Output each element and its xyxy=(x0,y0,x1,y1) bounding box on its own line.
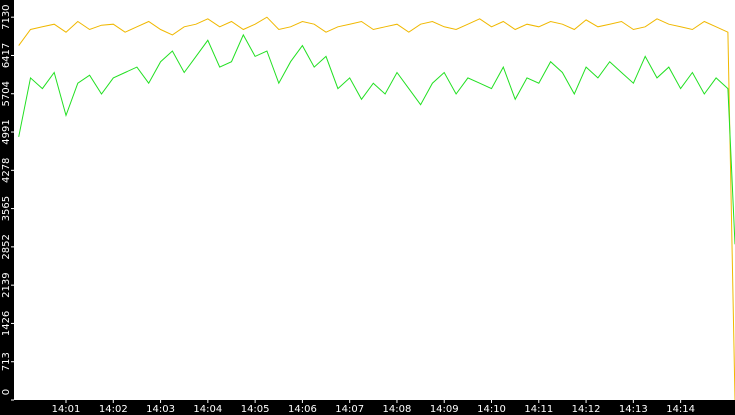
y-tick-label: 713 xyxy=(1,352,12,371)
x-tick-label: 14:05 xyxy=(241,404,270,415)
y-tick-label: 2139 xyxy=(1,272,12,297)
x-tick-label: 14:07 xyxy=(335,404,364,415)
x-tick-label: 14:06 xyxy=(288,404,317,415)
series-line xyxy=(18,33,735,245)
x-tick-label: 14:08 xyxy=(383,404,412,415)
x-tick-label: 14:03 xyxy=(146,404,175,415)
x-tick-label: 14:10 xyxy=(477,404,506,415)
y-tick-label: 7130 xyxy=(1,4,12,29)
x-tick-label: 14:01 xyxy=(52,404,81,415)
x-tick-label: 14:14 xyxy=(666,404,695,415)
y-tick-label: 5704 xyxy=(1,81,12,106)
y-tick-label: 4991 xyxy=(1,119,12,144)
x-tick-label: 14:12 xyxy=(572,404,601,415)
plot-area xyxy=(14,0,735,400)
x-tick-label: 14:11 xyxy=(524,404,553,415)
x-tick-label: 14:04 xyxy=(193,404,222,415)
y-tick-label: 4278 xyxy=(1,158,12,183)
y-tick-label: 0 xyxy=(1,389,12,395)
x-tick-label: 14:13 xyxy=(619,404,648,415)
y-tick-label: 1426 xyxy=(1,311,12,336)
series-line xyxy=(18,16,735,401)
y-tick-label: 2852 xyxy=(1,234,12,259)
y-tick-label: 6417 xyxy=(1,43,12,68)
x-tick-label: 14:09 xyxy=(430,404,459,415)
y-tick-label: 3565 xyxy=(1,196,12,221)
x-tick-label: 14:02 xyxy=(99,404,128,415)
